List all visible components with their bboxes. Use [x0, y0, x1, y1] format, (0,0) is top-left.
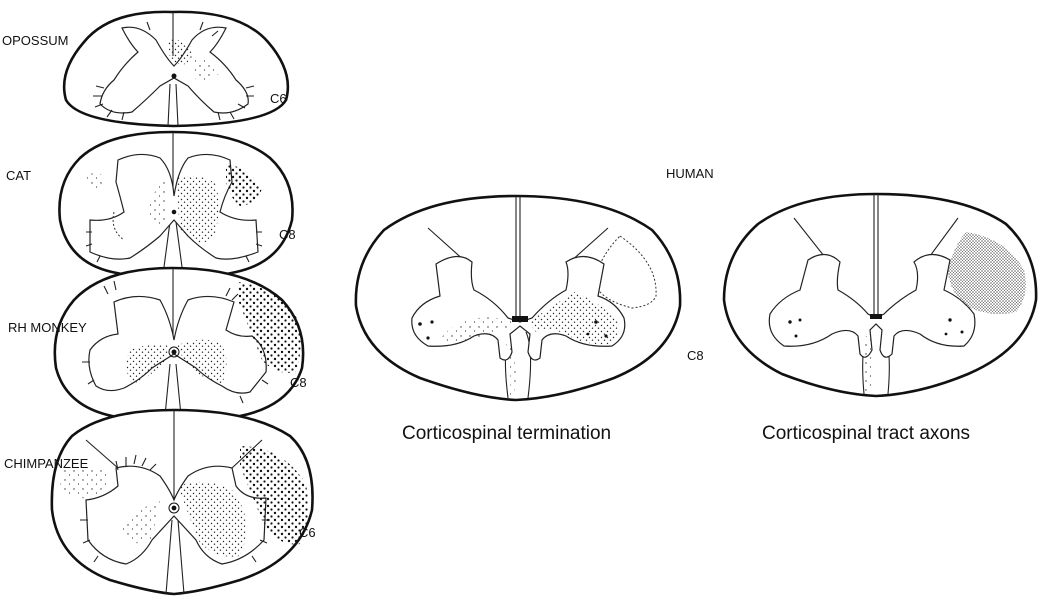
human-level-label: C8: [687, 348, 704, 363]
species-label-opossum: OPOSSUM: [2, 33, 68, 48]
human-termination-section: C8 Corticospinal termination: [354, 194, 704, 444]
species-label-chimpanzee: CHIMPANZEE: [4, 456, 89, 471]
caption-corticospinal-termination: Corticospinal termination: [402, 423, 611, 444]
level-label-rh-monkey: C8: [290, 375, 307, 390]
human-title: HUMAN: [666, 166, 714, 181]
rh-monkey-section: RH MONKEY C8: [8, 266, 307, 428]
caption-corticospinal-tract-axons: Corticospinal tract axons: [762, 423, 970, 444]
chimpanzee-section: CHIMPANZEE C6: [4, 408, 316, 596]
level-label-cat: C8: [279, 227, 296, 242]
cat-section: CAT C8: [6, 130, 296, 284]
human-tract-axons-section: Corticospinal tract axons: [722, 192, 1038, 444]
species-label-rh-monkey: RH MONKEY: [8, 320, 87, 335]
level-label-opossum: C6: [270, 91, 287, 106]
species-label-cat: CAT: [6, 168, 31, 183]
opossum-section: OPOSSUM C6: [2, 10, 290, 128]
level-label-chimpanzee: C6: [299, 525, 316, 540]
